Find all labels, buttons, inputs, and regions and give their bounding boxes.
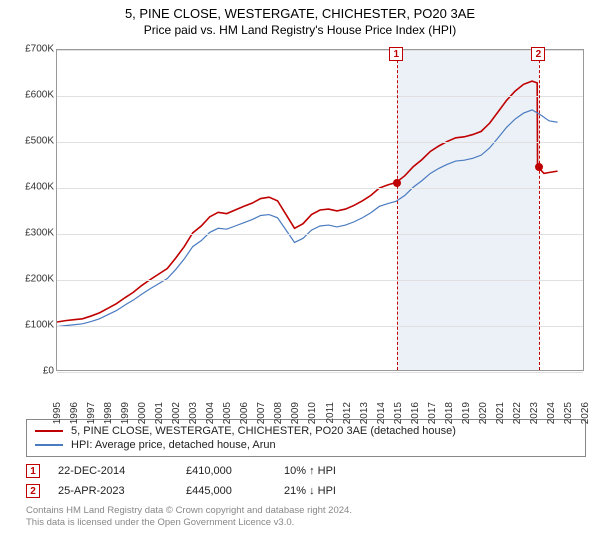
x-axis-label: 1998 xyxy=(103,402,114,424)
y-axis-label: £500K xyxy=(10,136,54,147)
y-axis-label: £200K xyxy=(10,274,54,285)
legend-swatch xyxy=(35,444,63,446)
series-line-property xyxy=(57,81,558,322)
x-axis-label: 2021 xyxy=(495,402,506,424)
plot-area xyxy=(56,49,584,371)
gridline xyxy=(57,280,583,281)
chart-title: 5, PINE CLOSE, WESTERGATE, CHICHESTER, P… xyxy=(10,6,590,21)
x-axis-label: 2024 xyxy=(546,402,557,424)
x-axis-label: 2010 xyxy=(307,402,318,424)
x-axis-label: 1995 xyxy=(52,402,63,424)
marker-badge: 2 xyxy=(531,47,545,61)
x-axis-label: 1997 xyxy=(86,402,97,424)
x-axis-label: 2012 xyxy=(342,402,353,424)
data-point-dot xyxy=(393,179,401,187)
x-axis-label: 2025 xyxy=(563,402,574,424)
x-axis-label: 2009 xyxy=(290,402,301,424)
footnote-line-1: Contains HM Land Registry data © Crown c… xyxy=(26,505,352,516)
legend-item: 5, PINE CLOSE, WESTERGATE, CHICHESTER, P… xyxy=(35,424,577,438)
gridline xyxy=(57,234,583,235)
x-axis-label: 2011 xyxy=(325,402,336,424)
gridline xyxy=(57,372,583,373)
x-axis-label: 2002 xyxy=(171,402,182,424)
data-point-dot xyxy=(535,163,543,171)
gridline xyxy=(57,142,583,143)
y-axis-label: £400K xyxy=(10,182,54,193)
event-marker-badge: 1 xyxy=(26,464,40,478)
x-axis-label: 2020 xyxy=(478,402,489,424)
x-axis-label: 2001 xyxy=(154,402,165,424)
event-price: £445,000 xyxy=(186,485,266,497)
event-diff: 21% ↓ HPI xyxy=(284,485,384,497)
x-axis-label: 2018 xyxy=(444,402,455,424)
legend-label: 5, PINE CLOSE, WESTERGATE, CHICHESTER, P… xyxy=(71,425,456,437)
event-marker-badge: 2 xyxy=(26,484,40,498)
x-axis-label: 2006 xyxy=(239,402,250,424)
event-row: 2 25-APR-2023 £445,000 21% ↓ HPI xyxy=(26,481,586,501)
x-axis-label: 2019 xyxy=(461,402,472,424)
line-canvas xyxy=(57,50,583,370)
gridline xyxy=(57,188,583,189)
legend-swatch xyxy=(35,430,63,432)
event-price: £410,000 xyxy=(186,465,266,477)
x-axis-label: 2026 xyxy=(580,402,591,424)
x-axis-label: 2013 xyxy=(359,402,370,424)
gridline xyxy=(57,96,583,97)
event-date: 25-APR-2023 xyxy=(58,485,168,497)
y-axis-label: £700K xyxy=(10,44,54,55)
event-diff: 10% ↑ HPI xyxy=(284,465,384,477)
x-axis-label: 2016 xyxy=(410,402,421,424)
y-axis-label: £100K xyxy=(10,320,54,331)
x-axis-label: 2007 xyxy=(256,402,267,424)
marker-vline xyxy=(539,50,540,370)
x-axis-label: 2023 xyxy=(529,402,540,424)
x-axis-label: 2008 xyxy=(273,402,284,424)
event-date: 22-DEC-2014 xyxy=(58,465,168,477)
chart-area: £0£100K£200K£300K£400K£500K£600K£700K199… xyxy=(10,43,590,413)
x-axis-label: 2005 xyxy=(222,402,233,424)
x-axis-label: 1999 xyxy=(120,402,131,424)
footnote-line-2: This data is licensed under the Open Gov… xyxy=(26,517,294,528)
x-axis-label: 2015 xyxy=(393,402,404,424)
x-axis-label: 2004 xyxy=(205,402,216,424)
legend-item: HPI: Average price, detached house, Arun xyxy=(35,438,577,452)
gridline xyxy=(57,326,583,327)
x-axis-label: 2003 xyxy=(188,402,199,424)
x-axis-label: 2017 xyxy=(427,402,438,424)
events-list: 1 22-DEC-2014 £410,000 10% ↑ HPI 2 25-APR-202… xyxy=(26,461,586,501)
gridline xyxy=(57,50,583,51)
x-axis-label: 2000 xyxy=(137,402,148,424)
event-row: 1 22-DEC-2014 £410,000 10% ↑ HPI xyxy=(26,461,586,481)
legend-label: HPI: Average price, detached house, Arun xyxy=(71,439,276,451)
marker-vline xyxy=(397,50,398,370)
x-axis-label: 2014 xyxy=(376,402,387,424)
x-axis-label: 2022 xyxy=(512,402,523,424)
x-axis-label: 1996 xyxy=(69,402,80,424)
y-axis-label: £300K xyxy=(10,228,54,239)
footnote: Contains HM Land Registry data © Crown c… xyxy=(26,505,586,530)
y-axis-label: £600K xyxy=(10,90,54,101)
legend-box: 5, PINE CLOSE, WESTERGATE, CHICHESTER, P… xyxy=(26,419,586,457)
chart-subtitle: Price paid vs. HM Land Registry's House … xyxy=(10,23,590,37)
marker-badge: 1 xyxy=(389,47,403,61)
y-axis-label: £0 xyxy=(10,366,54,377)
